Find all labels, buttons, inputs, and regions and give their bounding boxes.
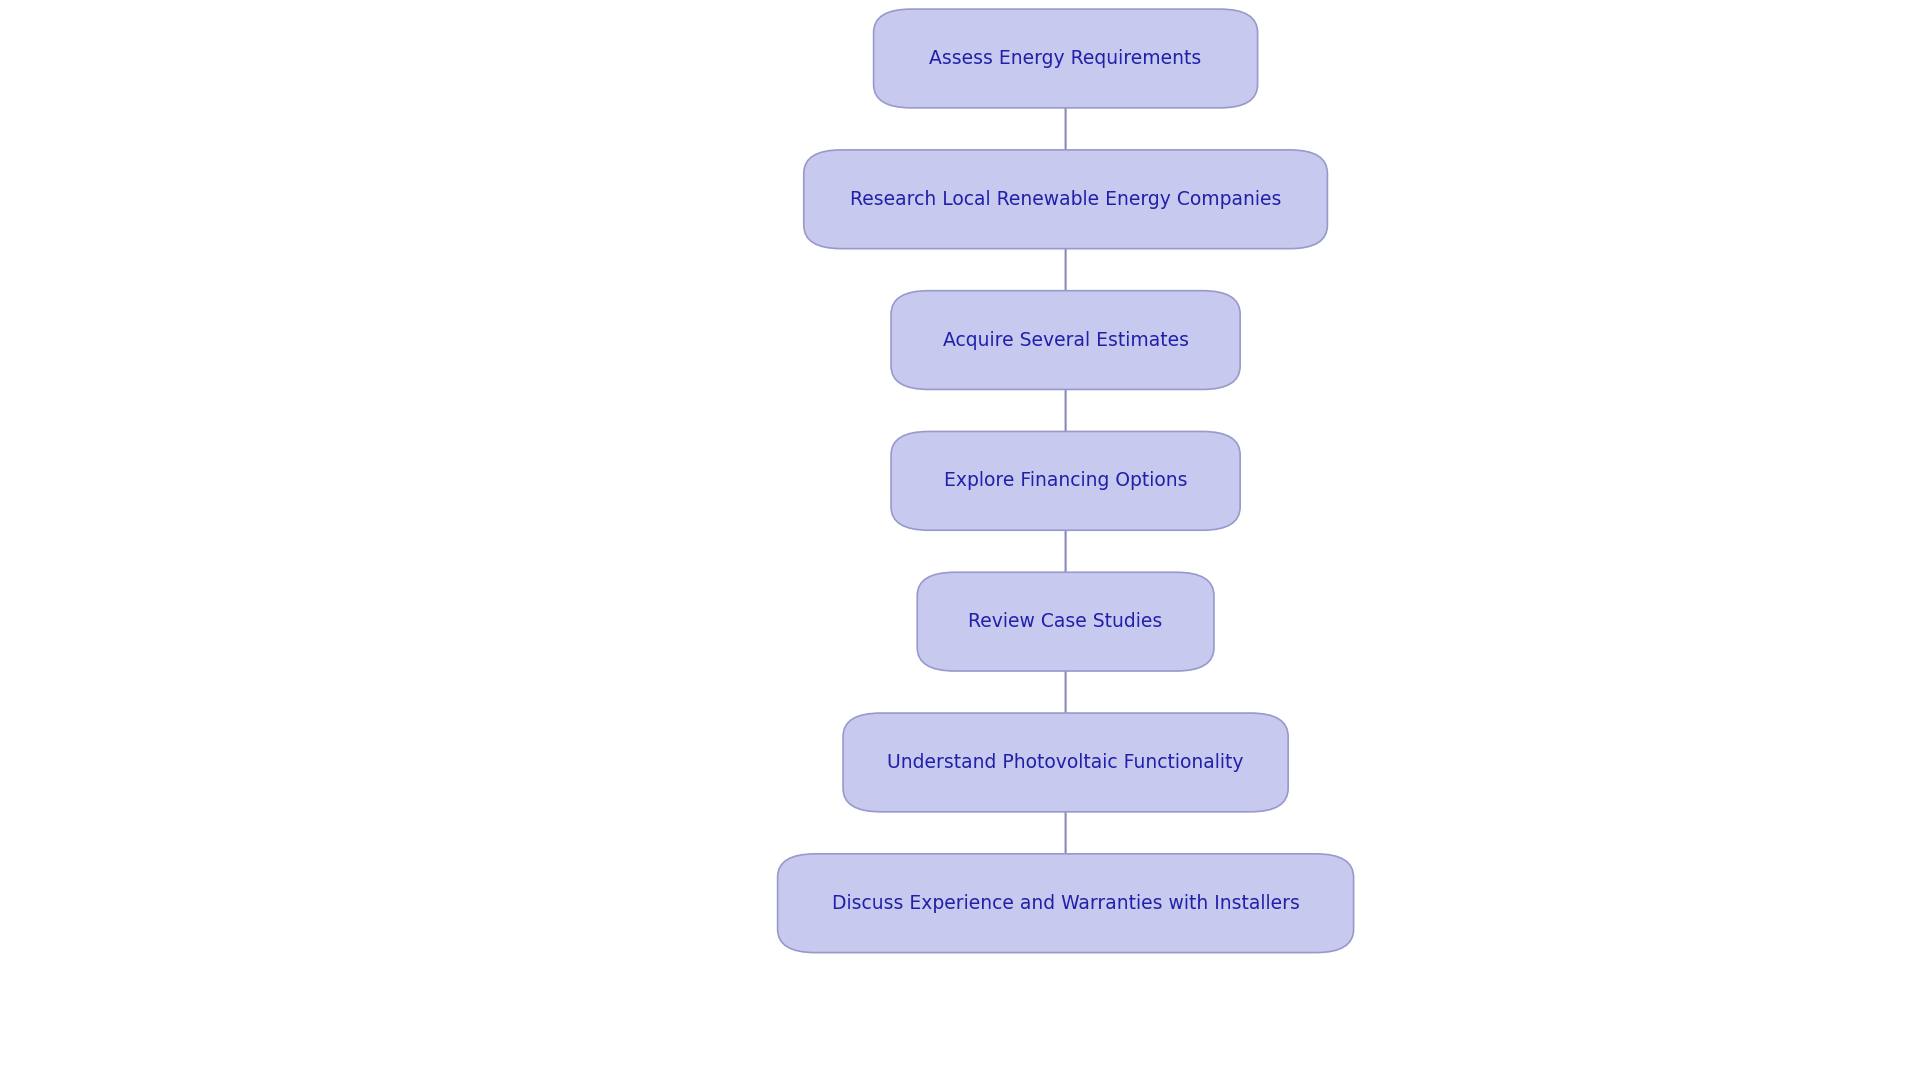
Text: Explore Financing Options: Explore Financing Options <box>945 471 1187 491</box>
FancyBboxPatch shape <box>891 431 1240 531</box>
Text: Research Local Renewable Energy Companies: Research Local Renewable Energy Companie… <box>851 190 1281 209</box>
FancyBboxPatch shape <box>804 149 1327 249</box>
Text: Review Case Studies: Review Case Studies <box>968 612 1164 631</box>
FancyBboxPatch shape <box>918 572 1213 671</box>
Text: Discuss Experience and Warranties with Installers: Discuss Experience and Warranties with I… <box>831 893 1300 913</box>
FancyBboxPatch shape <box>778 853 1354 953</box>
FancyBboxPatch shape <box>843 713 1288 812</box>
FancyBboxPatch shape <box>874 9 1258 108</box>
Text: Assess Energy Requirements: Assess Energy Requirements <box>929 49 1202 68</box>
FancyBboxPatch shape <box>891 290 1240 390</box>
Text: Understand Photovoltaic Functionality: Understand Photovoltaic Functionality <box>887 753 1244 772</box>
Text: Acquire Several Estimates: Acquire Several Estimates <box>943 330 1188 350</box>
